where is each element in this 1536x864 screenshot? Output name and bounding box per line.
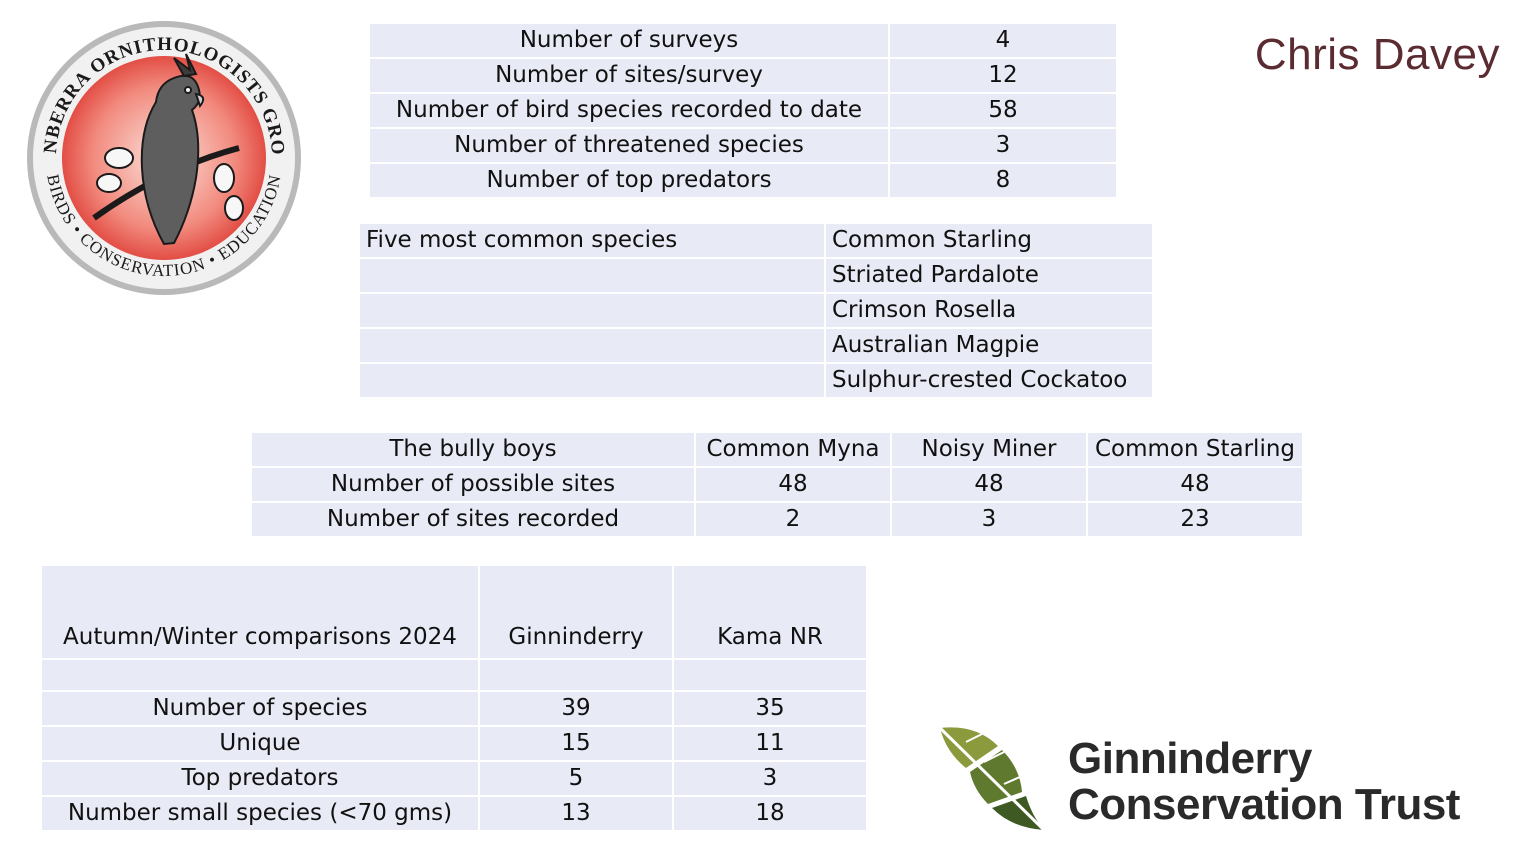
species-name: Australian Magpie <box>826 329 1152 362</box>
empty-cell <box>360 329 824 362</box>
row-label: Number of surveys <box>370 24 888 57</box>
column-header: Autumn/Winter comparisons 2024 <box>42 566 478 658</box>
empty-cell <box>42 660 478 690</box>
row-value: 12 <box>890 59 1116 92</box>
table-row: Number small species (<70 gms) 13 18 <box>42 797 866 830</box>
table-cell: 3 <box>892 503 1086 536</box>
table-row: Australian Magpie <box>360 329 1152 362</box>
table-row: Number of bird species recorded to date … <box>370 94 1116 127</box>
table-row: Five most common species Common Starling <box>360 224 1152 257</box>
species-name: Crimson Rosella <box>826 294 1152 327</box>
table-cell: 5 <box>480 762 672 795</box>
column-header: Common Starling <box>1088 433 1302 466</box>
cockatoo-illustration <box>92 53 244 246</box>
common-species-label: Five most common species <box>360 224 824 257</box>
cog-logo: CANBERRA ORNITHOLOGISTS GROUP BIRDS • CO… <box>24 18 301 295</box>
column-header: Noisy Miner <box>892 433 1086 466</box>
column-header: Kama NR <box>674 566 866 658</box>
bully-boys-table: The bully boys Common Myna Noisy Miner C… <box>250 431 1304 538</box>
table-row: Number of species 39 35 <box>42 692 866 725</box>
row-label: Number of sites/survey <box>370 59 888 92</box>
ginninderry-trust-logo: Ginninderry Conservation Trust <box>936 722 1516 842</box>
column-header: Common Myna <box>696 433 890 466</box>
row-value: 3 <box>890 129 1116 162</box>
leaf-icon <box>938 726 1046 832</box>
table-row: Number of top predators 8 <box>370 164 1116 197</box>
row-label: Number of species <box>42 692 478 725</box>
trust-name-line1: Ginninderry <box>1068 734 1312 783</box>
empty-cell <box>360 259 824 292</box>
table-cell: 18 <box>674 797 866 830</box>
common-species-table: Five most common species Common Starling… <box>358 222 1154 399</box>
table-cell: 11 <box>674 727 866 760</box>
empty-cell <box>360 364 824 397</box>
table-row: Number of surveys 4 <box>370 24 1116 57</box>
row-label: Number of top predators <box>370 164 888 197</box>
species-name: Common Starling <box>826 224 1152 257</box>
row-label: Top predators <box>42 762 478 795</box>
table-row: Number of possible sites 48 48 48 <box>252 468 1302 501</box>
table-cell: 3 <box>674 762 866 795</box>
column-header: Ginninderry <box>480 566 672 658</box>
table-cell: 48 <box>696 468 890 501</box>
row-label: Number of sites recorded <box>252 503 694 536</box>
table-row: Crimson Rosella <box>360 294 1152 327</box>
table-header-row: Autumn/Winter comparisons 2024 Ginninder… <box>42 566 866 658</box>
table-cell: 39 <box>480 692 672 725</box>
table-row: Unique 15 11 <box>42 727 866 760</box>
empty-cell <box>480 660 672 690</box>
row-label: Number of possible sites <box>252 468 694 501</box>
column-header: The bully boys <box>252 433 694 466</box>
table-row: Number of threatened species 3 <box>370 129 1116 162</box>
presenter-name: Chris Davey <box>1254 30 1500 79</box>
table-row: Number of sites/survey 12 <box>370 59 1116 92</box>
row-value: 4 <box>890 24 1116 57</box>
table-row: Number of sites recorded 2 3 23 <box>252 503 1302 536</box>
row-label: Number small species (<70 gms) <box>42 797 478 830</box>
table-header-row: The bully boys Common Myna Noisy Miner C… <box>252 433 1302 466</box>
table-row: Striated Pardalote <box>360 259 1152 292</box>
table-cell: 48 <box>1088 468 1302 501</box>
table-cell: 13 <box>480 797 672 830</box>
table-row: Top predators 5 3 <box>42 762 866 795</box>
table-cell: 15 <box>480 727 672 760</box>
blank-row <box>42 660 866 690</box>
row-label: Number of bird species recorded to date <box>370 94 888 127</box>
trust-name-line2: Conservation Trust <box>1068 780 1460 829</box>
empty-cell <box>674 660 866 690</box>
table-cell: 2 <box>696 503 890 536</box>
species-name: Striated Pardalote <box>826 259 1152 292</box>
species-name: Sulphur-crested Cockatoo <box>826 364 1152 397</box>
row-label: Unique <box>42 727 478 760</box>
row-value: 8 <box>890 164 1116 197</box>
table-cell: 35 <box>674 692 866 725</box>
row-value: 58 <box>890 94 1116 127</box>
table-cell: 23 <box>1088 503 1302 536</box>
table-row: Sulphur-crested Cockatoo <box>360 364 1152 397</box>
survey-summary-table: Number of surveys 4 Number of sites/surv… <box>368 22 1118 199</box>
table-cell: 48 <box>892 468 1086 501</box>
empty-cell <box>360 294 824 327</box>
comparison-table: Autumn/Winter comparisons 2024 Ginninder… <box>40 564 868 832</box>
row-label: Number of threatened species <box>370 129 888 162</box>
